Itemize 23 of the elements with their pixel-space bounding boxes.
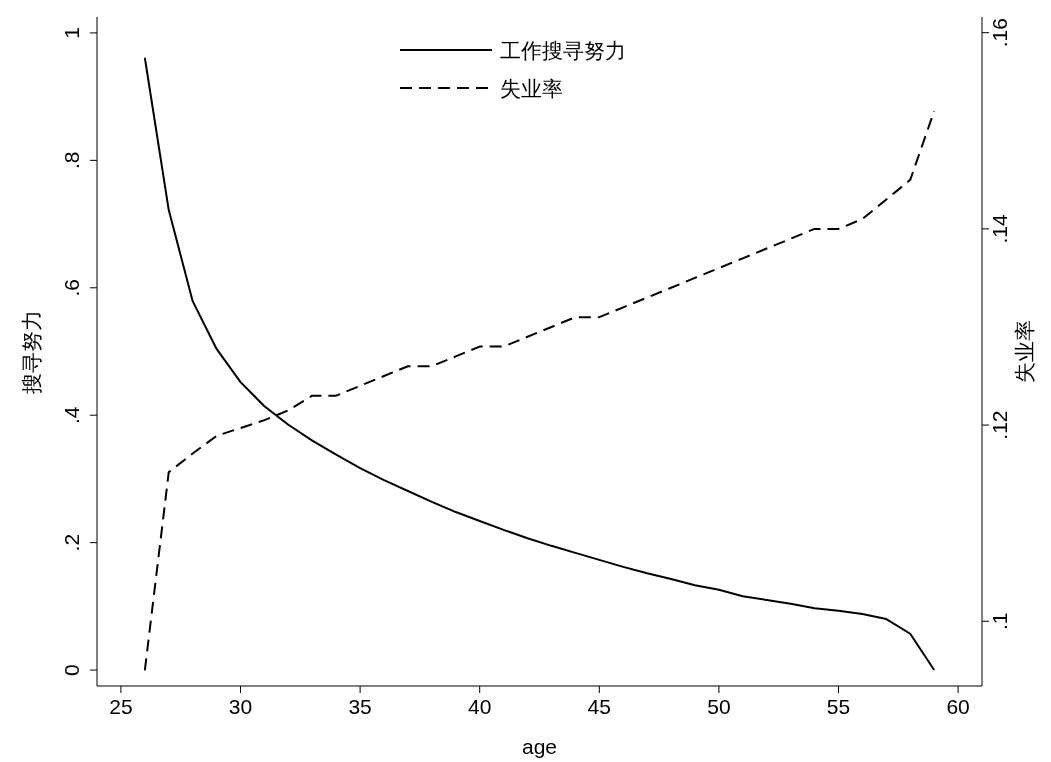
x-tick-label: 30: [228, 695, 253, 718]
x-tick-label: 25: [109, 695, 133, 718]
x-tick-label: 35: [348, 695, 372, 718]
x-tick-label: 50: [707, 695, 731, 718]
x-tick-label: 55: [826, 695, 851, 718]
y-tick-label: .4: [60, 406, 83, 424]
y2-tick-label: .12: [988, 410, 1011, 440]
y2-tick-label: .1: [988, 612, 1011, 631]
x-tick-label: 60: [946, 695, 970, 718]
x-tick-label: 45: [587, 695, 611, 718]
y-tick-label: .6: [60, 279, 83, 297]
legend-label: 失业率: [500, 77, 563, 100]
y2-tick-label: .14: [988, 213, 1011, 244]
y-tick-label: 1: [60, 27, 83, 39]
x-axis-title: age: [521, 735, 558, 758]
y2-axis-title: 失业率: [1013, 320, 1036, 383]
y-tick-label: 0: [60, 664, 83, 676]
y-axis-title: 搜寻努力: [20, 309, 43, 394]
x-tick-label: 40: [468, 695, 492, 718]
y2-tick-label: .16: [988, 18, 1011, 48]
legend-label: 工作搜寻努力: [500, 39, 626, 62]
y-tick-label: .2: [60, 533, 83, 552]
y-tick-label: .8: [60, 151, 83, 170]
